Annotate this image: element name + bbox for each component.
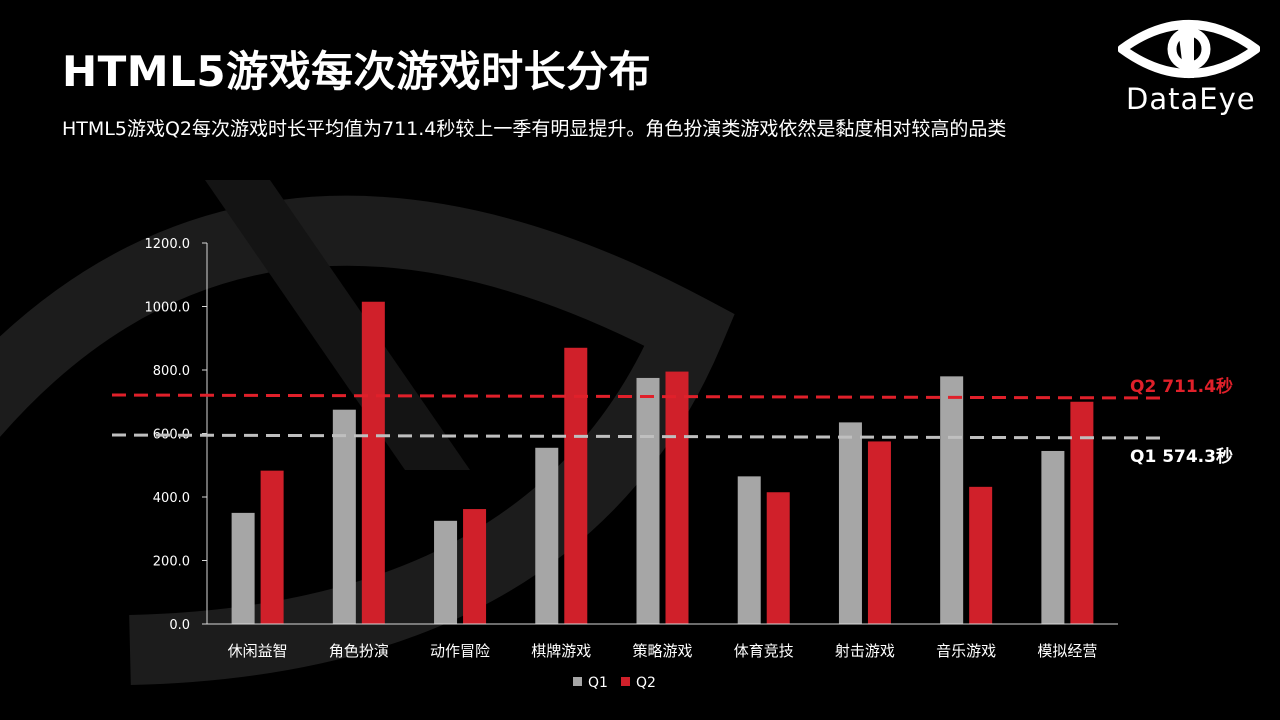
- y-tick-label: 1000.0: [145, 301, 191, 316]
- bar-q2-7: [969, 486, 993, 624]
- avg-label-q2: Q2 711.4秒: [1130, 376, 1233, 397]
- bar-q2-0: [260, 470, 284, 624]
- bar-q1-1: [332, 409, 356, 624]
- legend-swatch-q2: [621, 677, 630, 686]
- bar-q2-3: [564, 347, 588, 624]
- legend-swatch-q1: [573, 677, 582, 686]
- x-category-label: 休闲益智: [228, 642, 288, 660]
- bar-q1-3: [535, 447, 559, 624]
- page-title: HTML5游戏每次游戏时长分布: [62, 47, 652, 96]
- dataeye-logo: DataEye: [1114, 16, 1264, 116]
- bar-q2-2: [463, 509, 487, 624]
- bar-q1-5: [737, 476, 761, 624]
- y-tick-label: 600.0: [153, 428, 190, 443]
- bar-q1-7: [940, 376, 964, 624]
- y-tick-label: 1200.0: [145, 237, 191, 252]
- x-category-label: 射击游戏: [835, 642, 895, 660]
- y-tick-label: 800.0: [153, 364, 190, 379]
- x-category-label: 体育竞技: [734, 642, 794, 660]
- y-tick-label: 0.0: [169, 618, 190, 633]
- x-category-label: 音乐游戏: [936, 642, 996, 660]
- bar-q2-4: [665, 371, 689, 624]
- logo-text: DataEye: [1126, 82, 1256, 116]
- legend-label-q2: Q2: [636, 675, 656, 691]
- eye-logo-icon: [1118, 20, 1260, 78]
- bar-q1-0: [231, 512, 255, 624]
- x-category-label: 角色扮演: [329, 642, 389, 660]
- y-tick-label: 400.0: [153, 491, 190, 506]
- bar-q1-8: [1041, 450, 1065, 624]
- x-category-label: 动作冒险: [430, 642, 490, 660]
- bar-q2-5: [766, 492, 790, 624]
- legend-label-q1: Q1: [588, 675, 608, 691]
- y-tick-label: 200.0: [153, 555, 190, 570]
- bar-q1-4: [636, 377, 660, 624]
- x-category-label: 策略游戏: [632, 642, 692, 660]
- x-category-label: 棋牌游戏: [531, 642, 591, 660]
- bar-q2-1: [361, 301, 385, 624]
- bar-q1-6: [838, 422, 862, 624]
- page-subtitle: HTML5游戏Q2每次游戏时长平均值为711.4秒较上一季有明显提升。角色扮演类…: [62, 118, 1007, 140]
- bar-q2-6: [867, 441, 891, 624]
- avg-label-q1: Q1 574.3秒: [1130, 446, 1233, 467]
- bar-q2-8: [1070, 401, 1094, 624]
- x-category-label: 模拟经营: [1037, 642, 1097, 660]
- bar-q1-2: [434, 520, 458, 624]
